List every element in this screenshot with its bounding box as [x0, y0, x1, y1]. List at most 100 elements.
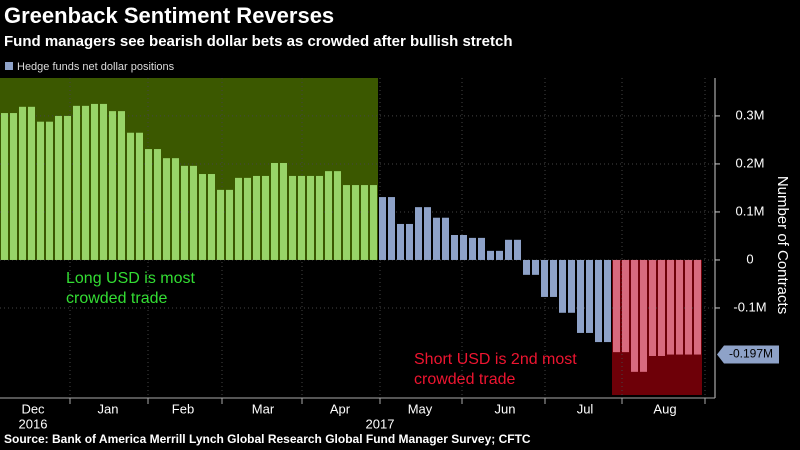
- bar-segment: [532, 259, 539, 275]
- bar-segment: [415, 207, 422, 260]
- bar: [451, 234, 467, 260]
- x-tick-label: Dec: [21, 401, 45, 416]
- bar-segment: [262, 175, 269, 260]
- bar-segment: [550, 259, 557, 297]
- bar-segment: [127, 132, 134, 260]
- bar-segment: [352, 185, 359, 260]
- bar-segment: [649, 259, 656, 356]
- x-tick-label: Mar: [252, 401, 275, 416]
- value-label: -0.197M: [729, 347, 773, 361]
- bar: [631, 259, 647, 372]
- bar-segment: [370, 185, 377, 260]
- bar-segment: [613, 259, 620, 353]
- annotation: Long USD is most: [66, 270, 195, 287]
- bar-segment: [496, 250, 503, 260]
- bar: [73, 105, 89, 260]
- highlight-region: [0, 78, 378, 260]
- bar-segment: [226, 189, 233, 260]
- value-label-box: [717, 345, 779, 364]
- bar-segment: [37, 121, 44, 260]
- bar: [289, 175, 305, 260]
- bar-segment: [199, 174, 206, 260]
- bar: [523, 259, 539, 275]
- bar-segment: [298, 175, 305, 260]
- bar-segment: [523, 259, 530, 275]
- y-tick-label: 0.1M: [736, 203, 765, 218]
- bar-segment: [28, 106, 35, 260]
- bar-segment: [208, 174, 215, 260]
- bar: [271, 162, 287, 260]
- bar: [109, 111, 125, 260]
- bar-segment: [181, 165, 188, 260]
- bar: [577, 259, 593, 333]
- bar-segment: [604, 259, 611, 343]
- bar-segment: [46, 121, 53, 260]
- bar: [379, 197, 395, 260]
- bar: [361, 185, 377, 260]
- bar: [1, 113, 17, 260]
- annotation: crowded trade: [66, 290, 167, 307]
- bar-segment: [622, 259, 629, 353]
- bar-segment: [316, 175, 323, 260]
- bar-segment: [658, 259, 665, 356]
- bar-segment: [91, 103, 98, 260]
- bar-segment: [667, 259, 674, 355]
- bar-segment: [343, 185, 350, 260]
- y-axis-label: Number of Contracts: [774, 176, 791, 314]
- bar: [343, 185, 359, 260]
- legend-label: Hedge funds net dollar positions: [17, 61, 175, 73]
- bar: [433, 217, 449, 260]
- x-tick-label: Jun: [495, 401, 516, 416]
- bar-segment: [460, 234, 467, 260]
- bar-segment: [694, 259, 701, 355]
- bar: [217, 189, 233, 260]
- bar-segment: [424, 207, 431, 260]
- bar-segment: [586, 259, 593, 333]
- bar-segment: [280, 162, 287, 260]
- bar: [199, 174, 215, 260]
- bar: [325, 171, 341, 260]
- bar: [19, 106, 35, 260]
- bar-segment: [433, 217, 440, 260]
- bar-segment: [82, 105, 89, 260]
- bar-segment: [595, 259, 602, 343]
- bar-segment: [136, 132, 143, 260]
- source: Source: Bank of America Merrill Lynch Gl…: [4, 432, 531, 446]
- y-tick-label: 0.3M: [736, 107, 765, 122]
- y-tick-label: 0.2M: [736, 155, 765, 170]
- bar-segment: [100, 103, 107, 260]
- chart-title: Greenback Sentiment Reverses: [4, 3, 334, 28]
- y-tick-label: -0.1M: [733, 299, 766, 314]
- bar: [397, 223, 413, 260]
- bar-segment: [388, 197, 395, 260]
- bar: [127, 132, 143, 260]
- bar-segment: [451, 234, 458, 260]
- bar-segment: [631, 259, 638, 372]
- bar-segment: [541, 259, 548, 297]
- bar: [595, 259, 611, 343]
- bar-segment: [406, 223, 413, 260]
- bar-segment: [325, 171, 332, 260]
- bar-segment: [145, 149, 152, 260]
- bar: [91, 103, 107, 260]
- bar-segment: [172, 158, 179, 260]
- bar: [649, 259, 665, 356]
- bar-segment: [1, 113, 8, 260]
- bar: [181, 165, 197, 260]
- bar-segment: [487, 250, 494, 260]
- bar-segment: [19, 106, 26, 260]
- x-tick-label: Aug: [653, 401, 676, 416]
- bar-segment: [568, 259, 575, 313]
- bar-segment: [118, 111, 125, 260]
- y-tick-label: 0: [746, 251, 753, 266]
- bar: [685, 259, 701, 355]
- bar-segment: [55, 115, 62, 260]
- bar: [415, 207, 431, 260]
- bar: [37, 121, 53, 260]
- bar: [307, 175, 323, 260]
- annotation: Short USD is 2nd most: [414, 351, 577, 368]
- bar: [253, 175, 269, 260]
- bar-segment: [73, 105, 80, 260]
- bar: [667, 259, 683, 355]
- bar-segment: [442, 217, 449, 260]
